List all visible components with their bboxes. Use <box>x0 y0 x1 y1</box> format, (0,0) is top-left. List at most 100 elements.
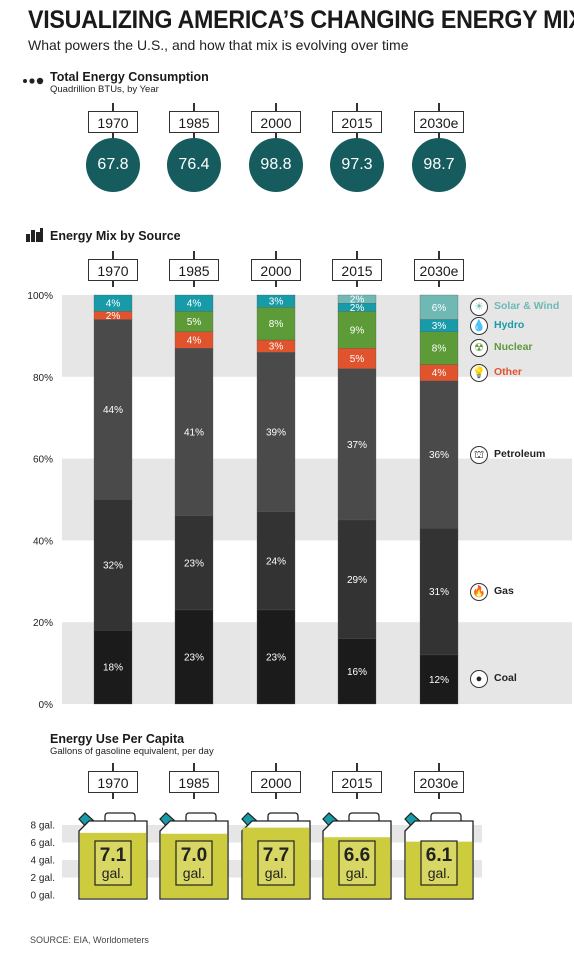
legend-label: Other <box>494 365 523 378</box>
data-label: 3% <box>269 342 284 353</box>
legend-label: Nuclear <box>494 341 533 354</box>
bar-segment-petroleum <box>419 380 459 529</box>
year-tick <box>438 251 440 259</box>
bar-segment-gas <box>337 519 377 639</box>
consumption-value-circle: 67.8 <box>86 138 140 192</box>
y-axis-tick-label: 0 gal. <box>31 891 55 902</box>
data-label: 36% <box>429 450 449 461</box>
source-note: SOURCE: EIA, Worldometers <box>30 935 149 945</box>
per-capita-year-label: 1970 <box>88 771 138 793</box>
data-label: 41% <box>184 428 204 439</box>
year-tick <box>438 793 440 799</box>
per-capita-subtitle: Gallons of gasoline equivalent, per day <box>50 746 214 757</box>
data-label: 2% <box>350 303 365 314</box>
per-capita-unit: gal. <box>183 865 206 881</box>
year-tick <box>438 133 440 139</box>
year-tick <box>112 103 114 111</box>
data-label: 9% <box>350 325 365 336</box>
oil-rig-icon: ⛫ <box>470 445 488 464</box>
year-tick <box>193 763 195 771</box>
bar-segment-gas <box>256 511 296 611</box>
legend-label: Gas <box>494 584 514 597</box>
y-axis-tick-label: 0% <box>39 700 54 711</box>
year-tick <box>438 103 440 111</box>
legend-label: Petroleum <box>494 447 546 460</box>
sun-wind-icon: ☀ <box>470 298 488 317</box>
data-label: 2% <box>106 311 121 322</box>
data-label: 18% <box>103 663 123 674</box>
y-axis-tick-label: 8 gal. <box>31 821 55 832</box>
consumption-year-label: 2015 <box>332 111 382 133</box>
y-axis-tick-label: 100% <box>27 291 53 302</box>
year-tick <box>356 281 358 287</box>
mix-year-label: 2015 <box>332 259 382 281</box>
y-axis-tick-label: 60% <box>33 455 53 466</box>
per-capita-value: 6.6 <box>344 845 370 866</box>
page-subtitle: What powers the U.S., and how that mix i… <box>28 37 409 53</box>
consumption-title: Total Energy Consumption <box>50 70 209 84</box>
year-tick <box>112 281 114 287</box>
mix-title: Energy Mix by Source <box>50 229 181 243</box>
year-tick <box>356 103 358 111</box>
data-label: 2% <box>350 295 365 306</box>
per-capita-chart: 8 gal.6 gal.4 gal.2 gal.0 gal.7.1gal.7.0… <box>31 812 482 902</box>
lightbulb-icon: 💡 <box>470 363 488 382</box>
year-tick <box>193 793 195 799</box>
bar-segment-nuclear <box>337 311 377 349</box>
year-tick <box>193 251 195 259</box>
year-tick <box>275 793 277 799</box>
bar-segment-solar-wind <box>337 294 377 304</box>
year-tick <box>112 793 114 799</box>
consumption-value-circle: 97.3 <box>330 138 384 192</box>
legend-label: Solar & Wind <box>494 300 560 313</box>
bar-segment-gas <box>174 515 214 611</box>
year-tick <box>275 103 277 111</box>
per-capita-unit: gal. <box>102 865 125 881</box>
year-tick <box>356 251 358 259</box>
data-label: 6% <box>432 303 447 314</box>
per-capita-value: 7.7 <box>263 845 289 866</box>
per-capita-title: Energy Use Per Capita <box>50 732 185 746</box>
data-label: 23% <box>266 652 286 663</box>
per-capita-value: 6.1 <box>426 845 453 866</box>
consumption-subtitle: Quadrillion BTUs, by Year <box>50 84 159 95</box>
y-axis-tick-label: 20% <box>33 618 53 629</box>
data-label: 31% <box>429 587 449 598</box>
mix-year-label: 2000 <box>251 259 301 281</box>
data-label: 4% <box>106 299 121 310</box>
year-tick <box>438 763 440 771</box>
data-label: 12% <box>429 675 449 686</box>
can-label-panel <box>338 840 376 886</box>
per-capita-year-label: 2000 <box>251 771 301 793</box>
radiation-icon: ☢ <box>470 339 488 358</box>
legend-label: Coal <box>494 672 517 685</box>
bar-segment-hydro <box>93 294 133 312</box>
bar-segment-petroleum <box>174 348 214 517</box>
page-title: VISUALIZING AMERICA’S CHANGING ENERGY MI… <box>28 6 574 34</box>
data-label: 4% <box>187 335 202 346</box>
dots-icon <box>22 73 44 85</box>
consumption-value-circle: 98.7 <box>412 138 466 192</box>
year-tick <box>112 763 114 771</box>
bar-segment-gas <box>93 499 133 631</box>
data-label: 32% <box>103 560 123 571</box>
year-tick <box>275 251 277 259</box>
bar-segment-coal <box>174 609 214 705</box>
consumption-year-label: 1970 <box>88 111 138 133</box>
consumption-year-label: 2030e <box>414 111 464 133</box>
year-tick <box>193 281 195 287</box>
mix-year-label: 1985 <box>169 259 219 281</box>
energy-mix-chart: 100%80%60%40%20%0%18%32%44%2%4%23%23%41%… <box>27 291 572 711</box>
per-capita-year-label: 2015 <box>332 771 382 793</box>
year-tick <box>193 133 195 139</box>
mix-year-label: 2030e <box>414 259 464 281</box>
can-label-panel <box>420 840 458 886</box>
data-label: 29% <box>347 575 367 586</box>
mix-year-label: 1970 <box>88 259 138 281</box>
year-tick <box>275 133 277 139</box>
